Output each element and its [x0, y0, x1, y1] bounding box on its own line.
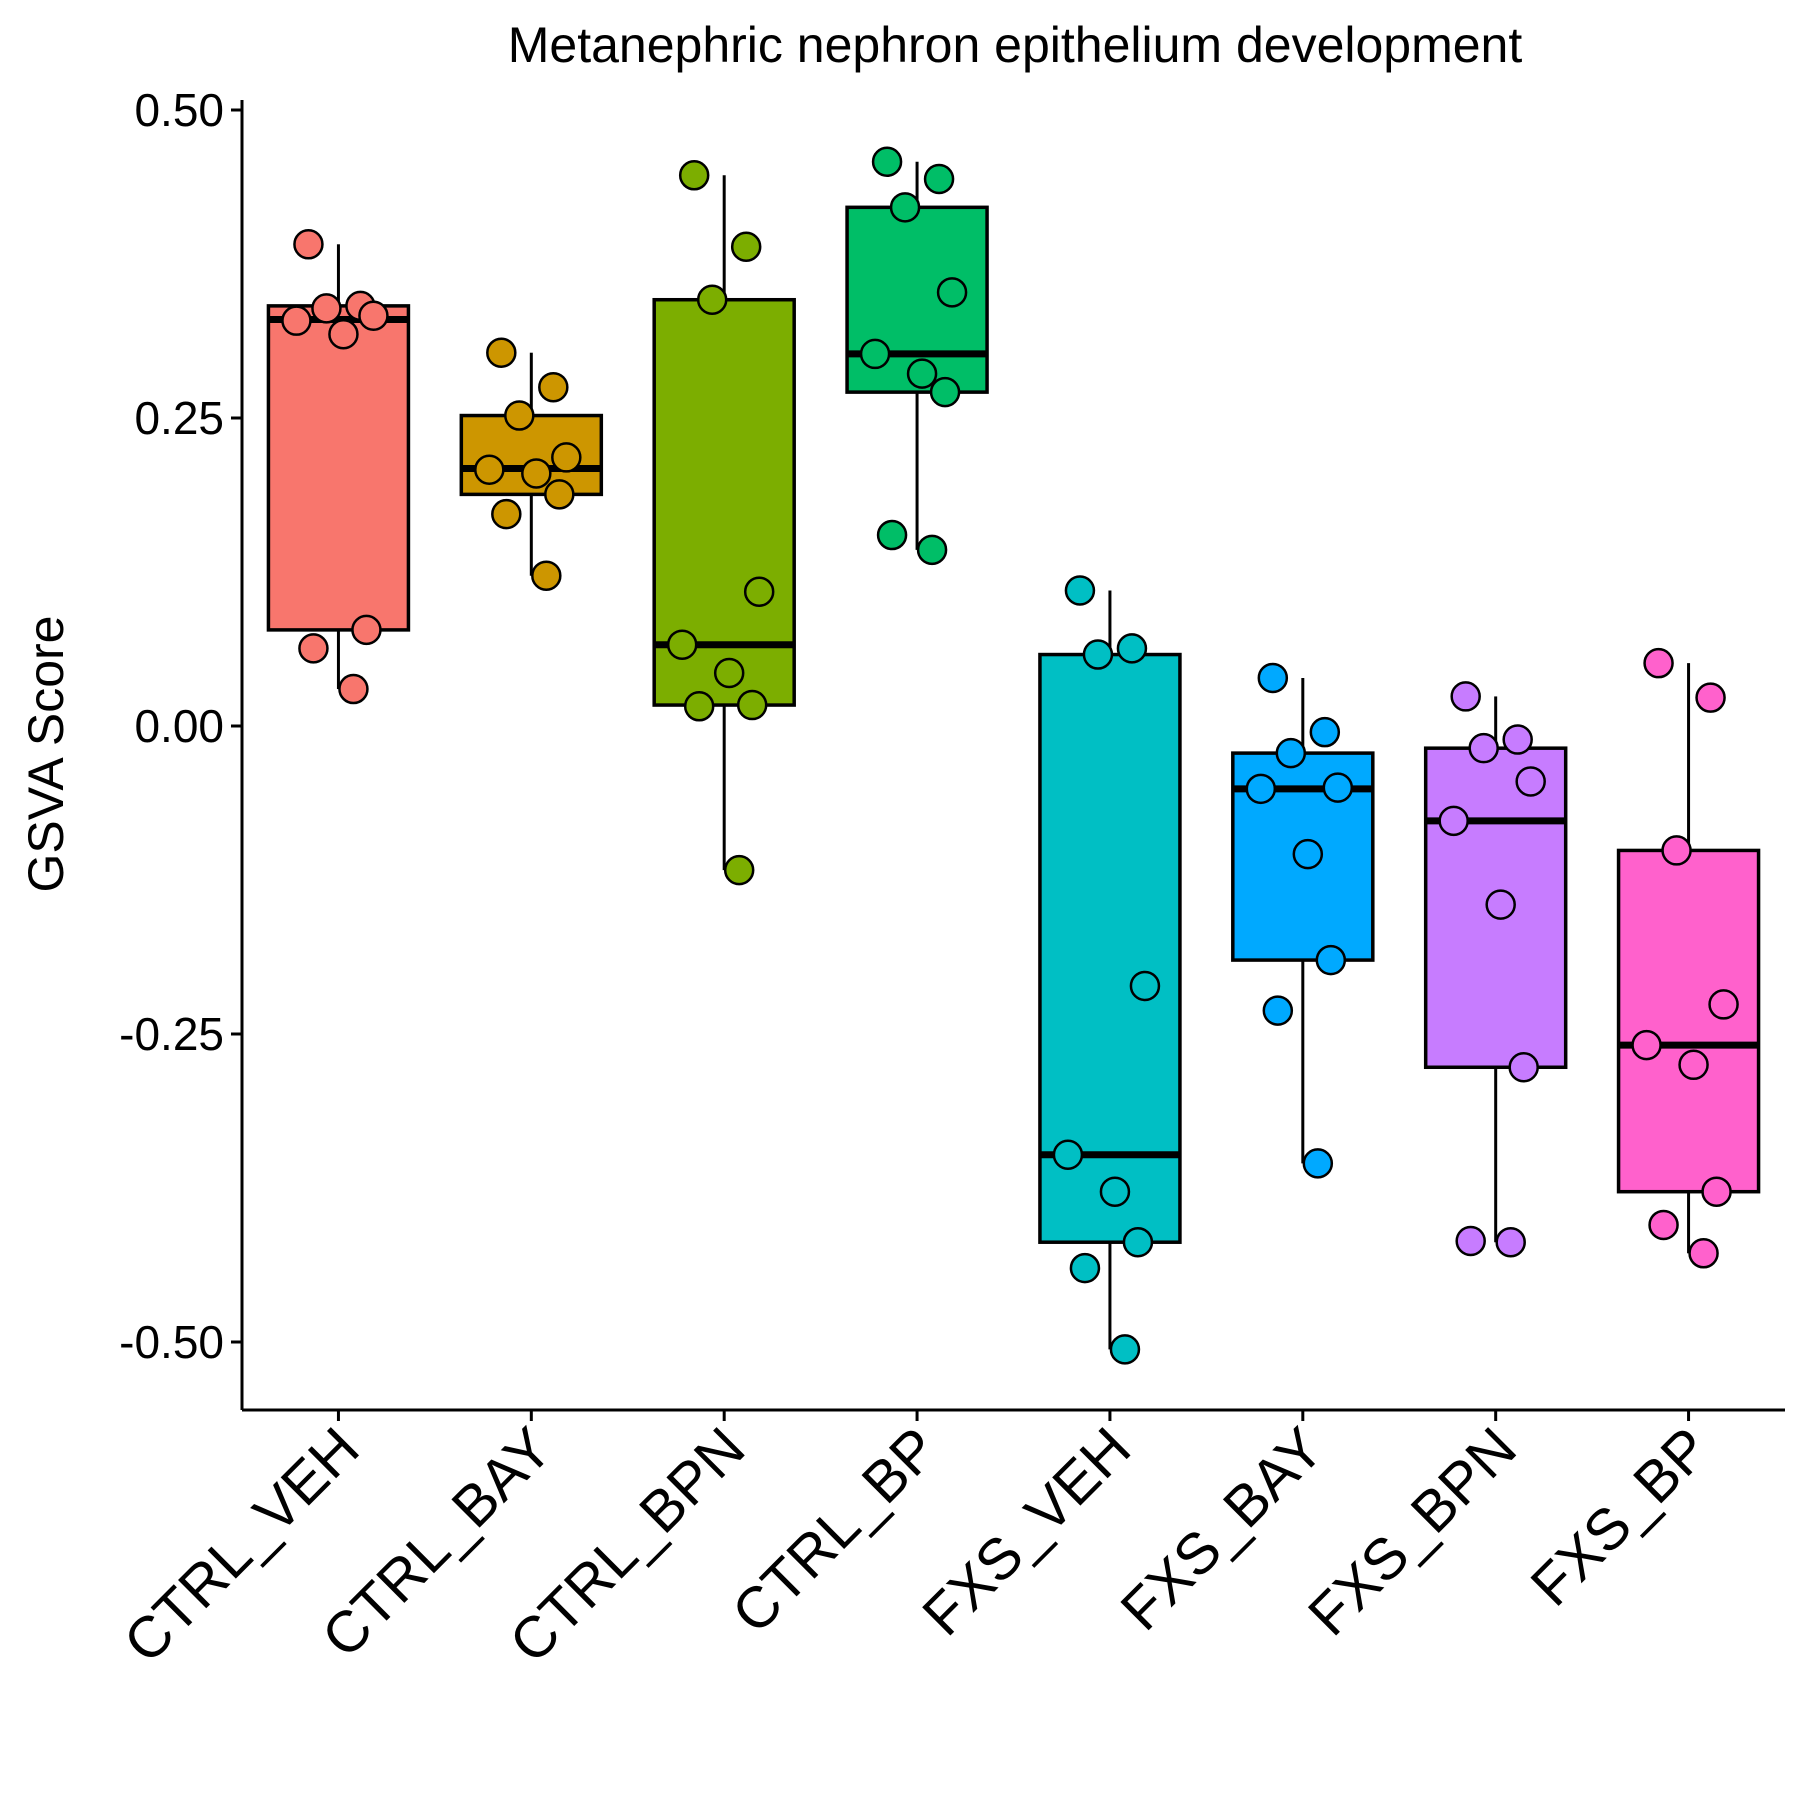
data-point: [1438, 805, 1469, 837]
data-point: [889, 192, 921, 223]
data-point: [504, 400, 535, 431]
data-point: [1262, 995, 1294, 1026]
box-group-ctrl-bay: [459, 337, 604, 591]
box-group-fxs-veh: [1038, 575, 1182, 1365]
data-point: [1502, 724, 1533, 755]
box-group-fxs-bp: [1616, 647, 1761, 1269]
data-point: [1292, 838, 1324, 870]
data-point: [1257, 662, 1289, 694]
box-group-fxs-bay: [1231, 662, 1375, 1179]
data-point: [876, 519, 908, 551]
data-point: [1052, 1139, 1084, 1170]
data-point: [1064, 575, 1096, 606]
y-tick-label: 0.25: [134, 392, 224, 444]
data-point: [1109, 1334, 1141, 1365]
data-point: [1315, 944, 1347, 976]
data-point: [1695, 682, 1726, 713]
data-point: [730, 231, 762, 263]
y-tick-label: 0.50: [134, 84, 224, 136]
box: [266, 304, 411, 632]
box-group-ctrl-veh: [266, 229, 411, 705]
data-point: [1322, 772, 1354, 803]
data-point: [1688, 1238, 1719, 1269]
data-point: [1245, 773, 1277, 805]
data-point: [538, 371, 569, 403]
chart-title: Metanephric nephron epithelium developme…: [508, 17, 1523, 73]
data-point: [1661, 835, 1692, 866]
data-point: [1678, 1049, 1709, 1081]
box-group-ctrl-bp: [845, 146, 989, 566]
box-group-fxs-bpn: [1423, 681, 1568, 1258]
x-tick-label: CTRL_BP: [720, 1415, 951, 1646]
data-point: [1708, 989, 1739, 1020]
data-point: [696, 284, 728, 315]
data-point: [311, 293, 342, 324]
data-point: [521, 458, 552, 489]
data-point: [1082, 639, 1114, 670]
data-point: [338, 673, 369, 705]
data-point: [929, 376, 961, 408]
box-group-ctrl-bpn: [652, 160, 796, 886]
data-point: [486, 337, 517, 368]
data-point: [678, 160, 710, 191]
data-point: [298, 633, 329, 664]
data-point: [1455, 1225, 1486, 1257]
data-point: [531, 560, 562, 591]
data-point: [1485, 889, 1516, 920]
data-point: [743, 576, 775, 607]
data-point: [1468, 732, 1499, 764]
data-point: [723, 854, 755, 886]
data-point: [1122, 1226, 1154, 1258]
data-point: [281, 305, 312, 336]
x-tick-label: FXS_BPN: [1296, 1415, 1529, 1648]
data-point: [1116, 633, 1148, 664]
box: [1616, 848, 1761, 1194]
data-point: [1648, 1209, 1679, 1241]
plot-area: [266, 146, 1761, 1365]
data-point: [1631, 1029, 1662, 1061]
data-point: [1302, 1148, 1334, 1179]
data-point: [736, 689, 768, 721]
y-tick-label: 0.00: [134, 700, 224, 752]
y-axis-title: GSVA Score: [18, 616, 74, 893]
data-point: [1309, 716, 1341, 748]
data-point: [491, 498, 522, 530]
data-point: [1701, 1176, 1732, 1207]
data-point: [666, 629, 698, 660]
y-tick-label: -0.25: [119, 1008, 224, 1060]
data-point: [923, 163, 955, 195]
data-point: [1275, 737, 1307, 769]
data-point: [683, 691, 715, 722]
data-point: [906, 358, 938, 389]
data-point: [859, 338, 891, 370]
data-point: [544, 479, 575, 510]
data-point: [1515, 766, 1546, 797]
data-point: [1099, 1176, 1131, 1207]
data-point: [474, 454, 505, 485]
x-tick-label: FXS_VEH: [910, 1415, 1143, 1648]
data-point: [351, 614, 382, 646]
data-point: [1495, 1226, 1526, 1258]
data-point: [358, 300, 389, 331]
y-tick-label: -0.50: [119, 1316, 224, 1368]
data-point: [936, 277, 968, 308]
data-point: [713, 657, 745, 689]
data-point: [1450, 681, 1481, 712]
data-point: [293, 229, 324, 260]
data-point: [1508, 1052, 1539, 1083]
data-point: [328, 318, 359, 350]
data-point: [1069, 1252, 1101, 1284]
data-point: [1643, 647, 1674, 679]
data-point: [871, 146, 903, 177]
data-point: [1129, 970, 1161, 1002]
data-point: [551, 442, 582, 473]
data-point: [916, 534, 948, 566]
x-tick-label: FXS_BP: [1519, 1415, 1722, 1618]
